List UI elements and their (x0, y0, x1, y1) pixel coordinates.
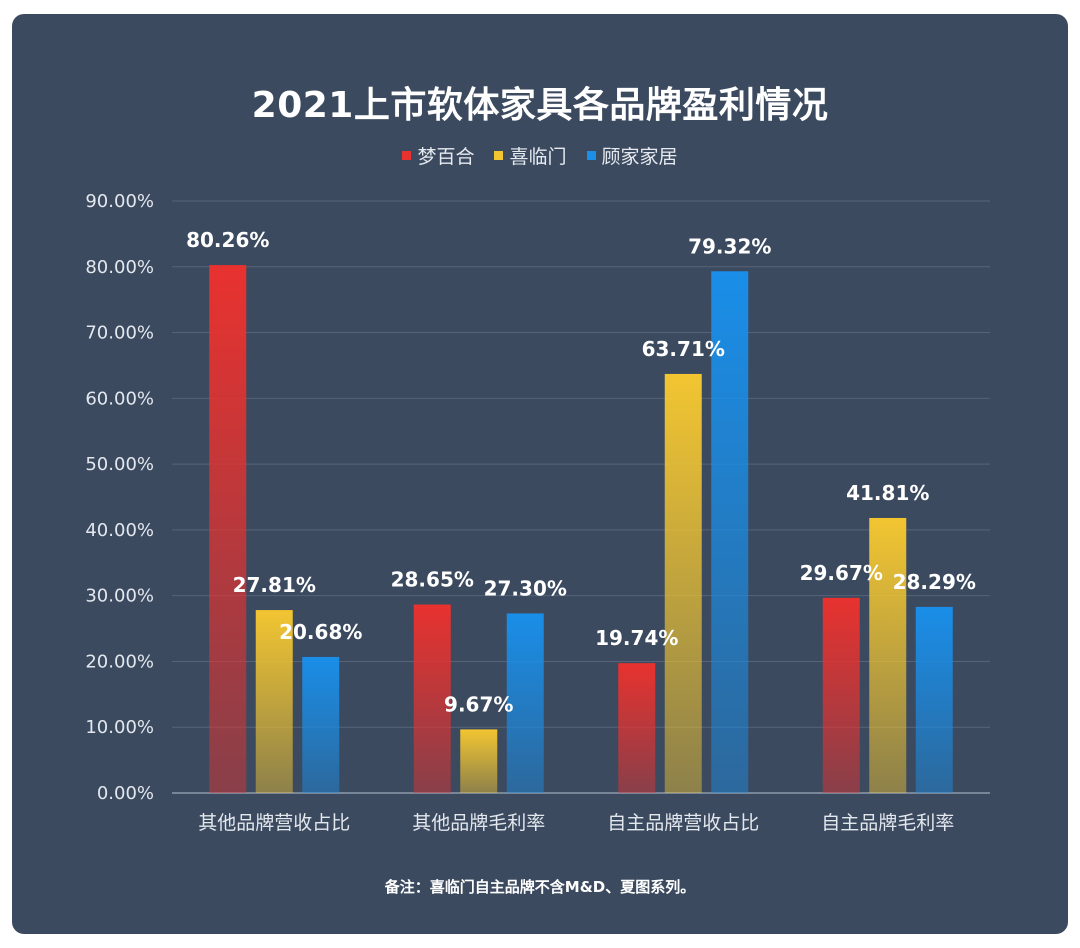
legend-item-series-1: 喜临门 (494, 142, 567, 169)
y-tick-label: 0.00% (97, 783, 154, 804)
data-label-series-2-category-3: 28.29% (893, 570, 976, 594)
data-labels: 80.26% 27.81% 20.68% 28.65% 9.67% 27.30% 19.74… (186, 228, 976, 716)
y-tick-label: 30.00% (85, 586, 154, 607)
y-tick-label: 80.00% (85, 257, 154, 278)
legend-label-series-1: 喜临门 (509, 146, 567, 168)
bar-series-1-category-1 (460, 729, 498, 793)
legend-label-series-2: 顾家家居 (601, 146, 678, 168)
y-tick-label: 90.00% (85, 191, 154, 212)
data-label-series-0-category-2: 19.74% (595, 626, 678, 650)
bar-series-2-category-1 (506, 613, 544, 793)
data-label-series-0-category-0: 80.26% (186, 228, 269, 252)
data-label-series-0-category-3: 29.67% (800, 561, 883, 585)
legend-swatch-series-0 (402, 151, 412, 160)
x-category-label: 自主品牌营收占比 (607, 812, 759, 834)
y-tick-label: 50.00% (85, 454, 154, 475)
bar-series-2-category-2 (711, 271, 749, 793)
legend-label-series-0: 梦百合 (417, 146, 475, 168)
y-tick-label: 60.00% (85, 388, 154, 409)
x-category-label: 自主品牌毛利率 (821, 812, 954, 834)
chart-legend: 梦百合 喜临门 顾家家居 (12, 142, 1068, 169)
bar-series-0-category-2 (618, 663, 656, 793)
bar-series-0-category-0 (209, 265, 247, 793)
chart-title: 2021上市软体家具各品牌盈利情况 (251, 85, 829, 126)
bars (209, 265, 953, 793)
y-tick-label: 40.00% (85, 520, 154, 541)
chart-card: 2021上市软体家具各品牌盈利情况 梦百合 喜临门 顾家家居 0.00% 10.0… (12, 14, 1068, 934)
y-tick-label: 70.00% (85, 323, 154, 344)
x-category-label: 其他品牌毛利率 (412, 812, 545, 834)
y-tick-label: 20.00% (85, 651, 154, 672)
data-label-series-1-category-3: 41.81% (846, 481, 929, 505)
data-label-series-2-category-0: 20.68% (279, 620, 362, 644)
y-tick-label: 10.00% (85, 717, 154, 738)
data-label-series-2-category-1: 27.30% (484, 576, 567, 600)
bar-series-2-category-3 (915, 606, 953, 793)
bar-series-0-category-1 (413, 604, 451, 793)
chart-footnote: 备注：喜临门自主品牌不含M&D、夏图系列。 (384, 878, 696, 896)
data-label-series-1-category-0: 27.81% (233, 573, 316, 597)
x-axis-category-labels: 其他品牌营收占比 其他品牌毛利率 自主品牌营收占比 自主品牌毛利率 (198, 812, 954, 834)
data-label-series-0-category-1: 28.65% (391, 568, 474, 592)
bar-series-0-category-3 (822, 597, 860, 793)
data-label-series-1-category-2: 63.71% (642, 337, 725, 361)
data-label-series-1-category-1: 9.67% (444, 692, 513, 716)
legend-item-series-2: 顾家家居 (586, 142, 678, 169)
y-axis-tick-labels: 0.00% 10.00% 20.00% 30.00% 40.00% 50.00% 60.00… (85, 191, 154, 804)
x-category-label: 其他品牌营收占比 (198, 812, 350, 834)
bar-chart: 0.00% 10.00% 20.00% 30.00% 40.00% 50.00% 60.00… (85, 191, 990, 834)
data-label-series-2-category-2: 79.32% (688, 234, 771, 258)
legend-swatch-series-1 (494, 151, 504, 160)
legend-item-series-0: 梦百合 (402, 142, 474, 169)
bar-series-2-category-0 (302, 656, 340, 793)
legend-swatch-series-2 (586, 151, 596, 160)
bar-series-1-category-3 (869, 517, 907, 793)
bar-series-1-category-2 (664, 373, 702, 793)
bar-series-1-category-0 (255, 610, 293, 793)
